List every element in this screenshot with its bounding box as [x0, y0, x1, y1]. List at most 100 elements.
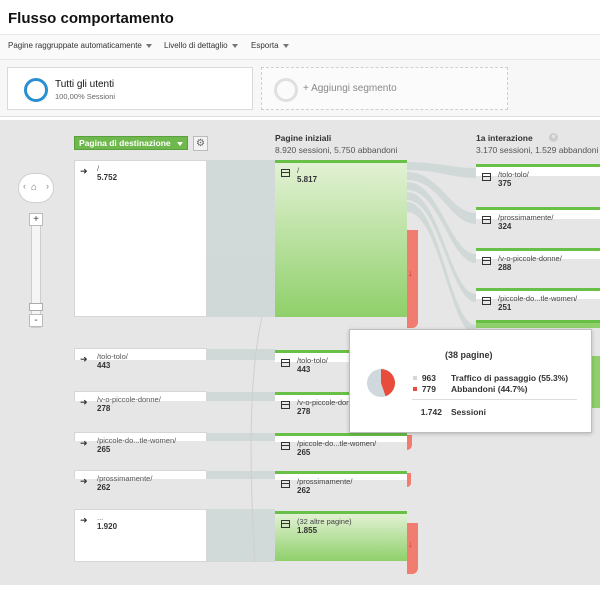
- start-page-node[interactable]: /prossimamente/ 262: [275, 471, 407, 495]
- node-name: /piccole-do...tle-women/: [498, 294, 578, 303]
- flow-connections: [207, 160, 476, 563]
- legend-swatch: [413, 387, 417, 391]
- node-value: 5.752: [97, 173, 118, 182]
- node-name: /piccole-do...tle-women/: [97, 436, 177, 445]
- chevron-down-icon: [231, 43, 238, 48]
- zoom-slider[interactable]: [31, 216, 41, 328]
- page-icon: [281, 520, 290, 528]
- flow-band: [207, 392, 275, 401]
- grouping-dropdown[interactable]: Pagine raggruppate automaticamente: [8, 41, 152, 50]
- segment-ring-icon: [24, 78, 48, 102]
- page-icon: [281, 401, 290, 409]
- flow-band: [407, 162, 476, 178]
- start-page-node[interactable]: / 5.817: [275, 160, 407, 317]
- chevron-down-icon: [282, 43, 289, 48]
- node-value: 251: [498, 303, 512, 312]
- pan-left-icon[interactable]: ‹: [23, 181, 26, 191]
- drop-arrow-icon: ↓: [408, 268, 413, 278]
- chevron-down-icon: [145, 43, 152, 48]
- node-value: 265: [97, 445, 111, 454]
- dimension-dropdown[interactable]: Pagina di destinazione: [74, 136, 188, 150]
- page-icon: [482, 216, 491, 224]
- tooltip-dropoff-label: Abbandoni (44.7%): [451, 384, 528, 394]
- start-page-node[interactable]: /piccole-do...tle-women/ 265: [275, 433, 407, 457]
- entry-arrow-icon: ➜: [80, 515, 88, 525]
- page-icon: [482, 173, 491, 181]
- column-summary-start: 8.920 sessioni, 5.750 abbandoni: [275, 145, 398, 155]
- landing-node[interactable]: ➜ /tolo-tolo/ 443: [74, 348, 207, 370]
- detail-level-dropdown[interactable]: Livello di dettaglio: [164, 41, 238, 50]
- landing-node[interactable]: ➜ /piccole-do...tle-women/ 265: [74, 432, 207, 454]
- pie-slice-passthrough: [367, 369, 386, 397]
- export-dropdown[interactable]: Esporta: [251, 41, 289, 50]
- header: Flusso comportamento: [0, 0, 600, 34]
- close-column-icon[interactable]: ×: [549, 133, 558, 142]
- detail-level-label: Livello di dettaglio: [164, 41, 228, 50]
- flow-band: [207, 349, 275, 360]
- flow-band: [207, 433, 275, 441]
- node-value: 1.920: [97, 522, 118, 531]
- column-summary-first: 3.170 sessioni, 1.529 abbandoni: [476, 145, 599, 155]
- node-value: 288: [498, 263, 512, 272]
- zoom-handle[interactable]: [29, 303, 43, 311]
- landing-node[interactable]: ➜ /prossimamente/ 262: [74, 470, 207, 492]
- page-title: Flusso comportamento: [8, 10, 174, 27]
- add-segment-button[interactable]: + Aggiungi segmento: [261, 67, 508, 110]
- pan-control[interactable]: ‹ ⌂ ›: [18, 173, 54, 203]
- zoom-out-button[interactable]: -: [29, 314, 43, 327]
- tooltip-dropoff-value: 779: [421, 384, 436, 394]
- landing-node[interactable]: ➜ / 5.752: [74, 160, 207, 317]
- node-name: /v-o-piccole-donne/: [97, 395, 161, 404]
- tooltip-total-label: Sessioni: [451, 407, 486, 417]
- first-interaction-node[interactable]: /tolo-tolo/ 375: [476, 164, 600, 188]
- landing-node[interactable]: ➜ ... 1.920: [74, 509, 207, 562]
- tooltip-pie-chart: [367, 369, 395, 397]
- node-tooltip: (38 pagine) 963 Traffico di passaggio (5…: [349, 329, 592, 433]
- dimension-label: Pagina di destinazione: [79, 138, 171, 148]
- entry-arrow-icon: ➜: [80, 354, 88, 364]
- segment-sessions: 100,00% Sessioni: [55, 92, 116, 101]
- node-value: 443: [97, 361, 111, 370]
- page-icon: [482, 257, 491, 265]
- grouping-label: Pagine raggruppate automaticamente: [8, 41, 142, 50]
- node-name: /piccole-do...tle-women/: [297, 439, 377, 448]
- node-value: 265: [297, 448, 311, 457]
- page-icon: [281, 169, 290, 177]
- first-interaction-node[interactable]: /piccole-do...tle-women/ 251: [476, 288, 600, 312]
- flow-band: [207, 509, 275, 562]
- page-icon: [281, 442, 290, 450]
- segment-all-users[interactable]: Tutti gli utenti 100,00% Sessioni: [7, 67, 253, 110]
- node-value: 262: [97, 483, 111, 492]
- node-name: /prossimamente/: [297, 477, 353, 486]
- node-value: 324: [498, 222, 512, 231]
- dropoff-bar[interactable]: [407, 473, 411, 487]
- landing-node[interactable]: ➜ /v-o-piccole-donne/ 278: [74, 391, 207, 413]
- home-icon[interactable]: ⌂: [31, 182, 38, 193]
- zoom-in-button[interactable]: +: [29, 213, 43, 226]
- tooltip-total-value: 1.742: [420, 407, 442, 417]
- node-name: /v-o-piccole-donne/: [498, 254, 562, 263]
- flow-band: [207, 160, 275, 317]
- start-page-node[interactable]: /v-o-piccole-donne/ 278: [275, 392, 407, 416]
- first-interaction-node[interactable]: /prossimamente/ 324: [476, 207, 600, 231]
- pan-right-icon[interactable]: ›: [46, 181, 49, 191]
- node-value: 375: [498, 179, 512, 188]
- start-page-node[interactable]: (32 altre pagine) 1.855: [275, 511, 407, 561]
- dropoff-bar[interactable]: ↓: [407, 523, 418, 574]
- node-name: /prossimamente/: [97, 474, 153, 483]
- dropoff-bar[interactable]: [407, 435, 412, 450]
- node-name: /tolo-tolo/: [297, 356, 328, 365]
- pie-slice-dropoff: [381, 369, 395, 397]
- dropoff-bar[interactable]: ↓: [407, 230, 418, 328]
- settings-button[interactable]: ⚙: [193, 136, 208, 151]
- node-value: 262: [297, 486, 311, 495]
- entry-arrow-icon: ➜: [80, 166, 88, 176]
- node-value: 278: [297, 407, 311, 416]
- first-interaction-node[interactable]: /v-o-piccole-donne/ 288: [476, 248, 600, 272]
- segment-name: Tutti gli utenti: [55, 79, 115, 90]
- segment-bar: Tutti gli utenti 100,00% Sessioni + Aggi…: [0, 60, 600, 117]
- column-title-first: 1a interazione: [476, 133, 533, 143]
- column-title-start: Pagine iniziali: [275, 133, 332, 143]
- first-interaction-node[interactable]: [476, 320, 600, 328]
- node-name: /prossimamente/: [498, 213, 554, 222]
